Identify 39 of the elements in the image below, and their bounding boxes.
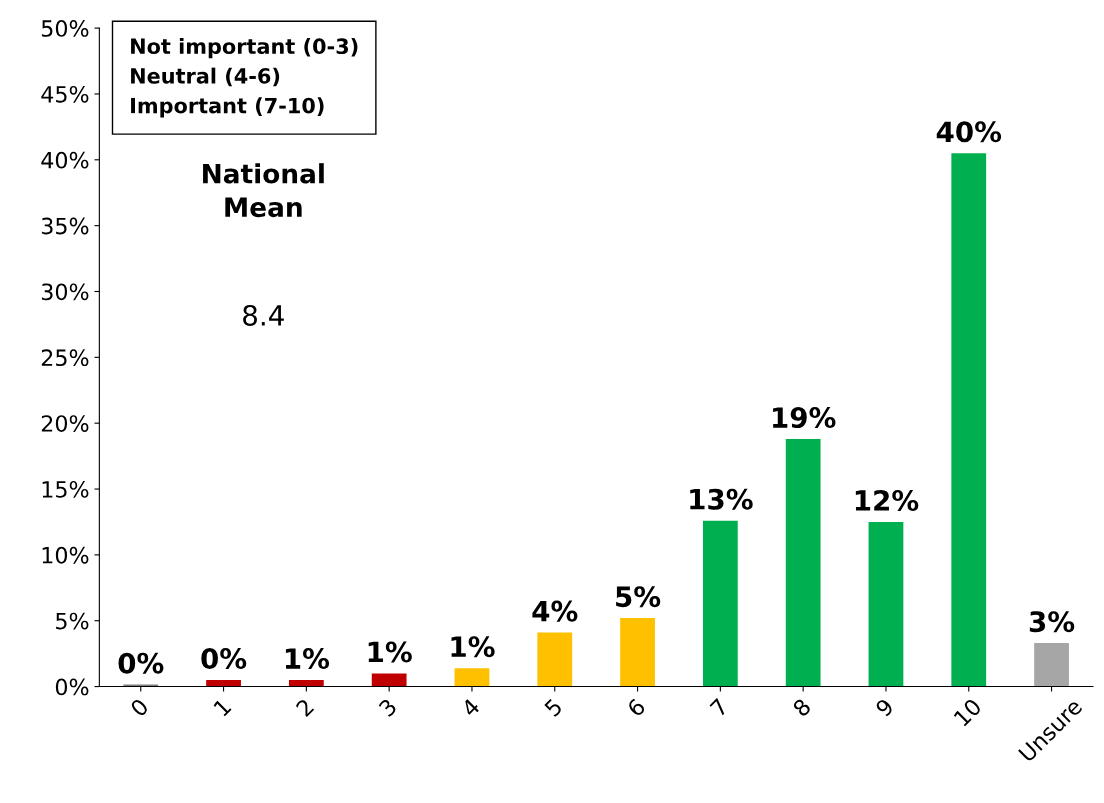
data-label: 3% (1029, 611, 1075, 633)
y-tick-label: 10% (42, 546, 89, 564)
y-tick-label: 45% (41, 85, 89, 103)
x-tick-label: 8 (791, 697, 812, 718)
annotation: Neutral (4-6) (131, 67, 280, 87)
data-label: 1% (368, 641, 412, 663)
y-tick-label: 0% (55, 678, 89, 696)
x-tick-label: 9 (874, 697, 895, 718)
y-tick-label: 25% (41, 349, 89, 367)
x-tick-label: 4 (460, 697, 481, 718)
annotation: Not important (0-3) (131, 37, 358, 59)
x-tick-label: 7 (709, 698, 729, 717)
y-tick-label: 20% (41, 415, 89, 432)
data-label: 1% (285, 648, 330, 670)
data-label: 13% (690, 488, 753, 510)
data-label: 0% (201, 648, 247, 670)
y-tick-label: 40% (41, 151, 89, 169)
annotation: National Mean (203, 163, 324, 218)
y-tick-label: 35% (41, 217, 89, 235)
data-label: 0% (118, 652, 164, 674)
data-label: 12% (855, 490, 919, 512)
data-label: 5% (616, 586, 661, 608)
y-tick-label: 30% (41, 283, 89, 301)
x-tick-label: 6 (626, 697, 647, 718)
annotation: Important (7-10) (131, 97, 324, 118)
data-label: 1% (451, 636, 495, 658)
y-tick-label: 50% (41, 20, 89, 37)
data-label: 19% (773, 407, 836, 429)
x-tick-label: 2 (295, 698, 315, 718)
x-tick-label: 1 (213, 698, 232, 717)
annotation: 8.4 (243, 304, 284, 326)
x-tick-label: 3 (378, 697, 398, 718)
x-tick-label: 5 (543, 698, 563, 718)
y-tick-label: 5% (56, 612, 89, 630)
x-tick-label: 10 (953, 697, 983, 727)
x-tick-label: 0 (129, 697, 150, 718)
y-tick-label: 15% (42, 480, 89, 498)
data-label: 4% (532, 600, 578, 622)
data-label: 40% (936, 121, 1002, 143)
